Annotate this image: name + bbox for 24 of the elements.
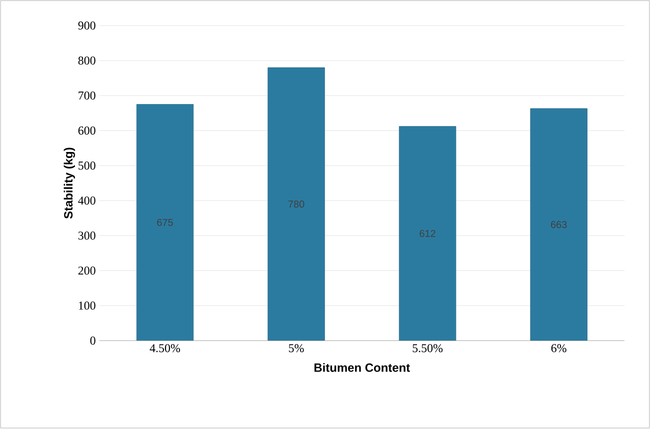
y-tick-label: 900 <box>78 22 96 30</box>
x-tick-label: 5.50% <box>412 344 443 352</box>
bar <box>530 108 588 341</box>
data-label: 780 <box>288 200 304 208</box>
x-tick-label: 4.50% <box>150 344 180 352</box>
x-axis-title: Bitumen Content <box>314 363 410 372</box>
bar <box>136 104 194 341</box>
data-label: 675 <box>157 219 173 226</box>
y-tick-label: 100 <box>78 302 96 310</box>
data-label: 612 <box>420 230 436 238</box>
y-tick-label: 500 <box>78 162 96 170</box>
bar <box>268 68 325 341</box>
data-label: 663 <box>550 221 567 228</box>
y-tick-label: 400 <box>78 196 96 205</box>
y-tick-label: 300 <box>78 232 96 240</box>
x-tick-label: 6% <box>551 344 566 352</box>
y-axis-title: Stability (kg) <box>64 148 76 219</box>
y-tick-label: 700 <box>78 92 96 100</box>
y-tick-label: 600 <box>78 126 96 135</box>
bar <box>398 126 456 341</box>
y-tick-label: 800 <box>78 56 96 65</box>
y-tick-label: 200 <box>78 266 96 275</box>
x-tick-label: 5% <box>288 344 304 352</box>
y-tick-label: 0 <box>90 336 96 345</box>
